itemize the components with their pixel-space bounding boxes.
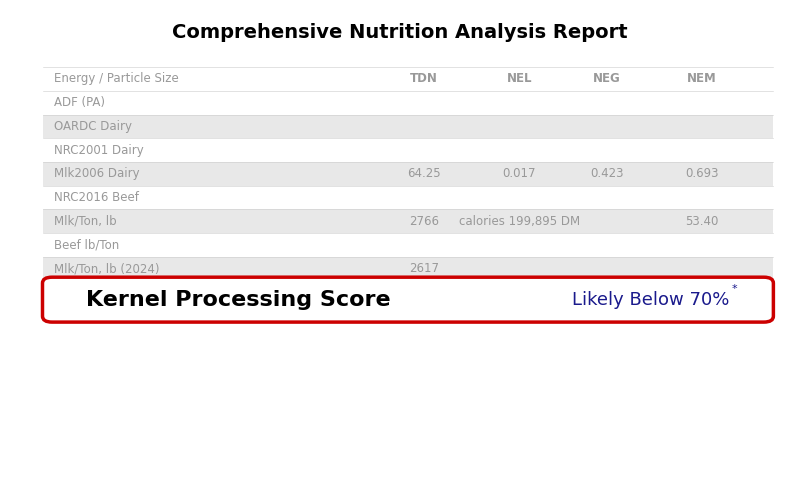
Text: Mlk/Ton, lb: Mlk/Ton, lb <box>54 215 117 228</box>
Text: Mlk2006 Dairy: Mlk2006 Dairy <box>54 168 140 180</box>
Text: 0.693: 0.693 <box>685 168 718 180</box>
Text: 0.423: 0.423 <box>590 168 623 180</box>
Text: NEG: NEG <box>593 72 621 86</box>
Bar <box>42 186 774 210</box>
Text: NEM: NEM <box>687 72 717 86</box>
Text: ADF (PA): ADF (PA) <box>54 96 106 109</box>
FancyBboxPatch shape <box>42 277 774 322</box>
Bar <box>42 233 774 257</box>
Text: calories 199,895 DM: calories 199,895 DM <box>458 215 580 228</box>
Text: NEL: NEL <box>506 72 532 86</box>
Text: Mlk/Ton, lb (2024): Mlk/Ton, lb (2024) <box>54 262 160 276</box>
Text: Comprehensive Nutrition Analysis Report: Comprehensive Nutrition Analysis Report <box>172 22 628 42</box>
Text: 0.017: 0.017 <box>502 168 536 180</box>
Text: OARDC Dairy: OARDC Dairy <box>54 120 133 133</box>
Text: TDN: TDN <box>410 72 438 86</box>
Text: NRC2016 Beef: NRC2016 Beef <box>54 191 139 204</box>
Bar <box>42 138 774 162</box>
Text: 53.40: 53.40 <box>686 215 718 228</box>
Bar <box>42 67 774 91</box>
Bar <box>42 114 774 138</box>
Bar <box>42 91 774 114</box>
Text: Beef lb/Ton: Beef lb/Ton <box>54 238 120 252</box>
Text: Kernel Processing Score: Kernel Processing Score <box>86 290 391 310</box>
Text: 2617: 2617 <box>409 262 439 276</box>
Text: NRC2001 Dairy: NRC2001 Dairy <box>54 144 144 156</box>
Bar <box>42 257 774 280</box>
Text: 2766: 2766 <box>409 215 439 228</box>
Text: Likely Below 70%: Likely Below 70% <box>572 290 730 308</box>
Bar <box>42 210 774 233</box>
Bar <box>42 162 774 186</box>
Text: 64.25: 64.25 <box>407 168 441 180</box>
Text: Energy / Particle Size: Energy / Particle Size <box>54 72 179 86</box>
Text: *: * <box>731 284 737 294</box>
